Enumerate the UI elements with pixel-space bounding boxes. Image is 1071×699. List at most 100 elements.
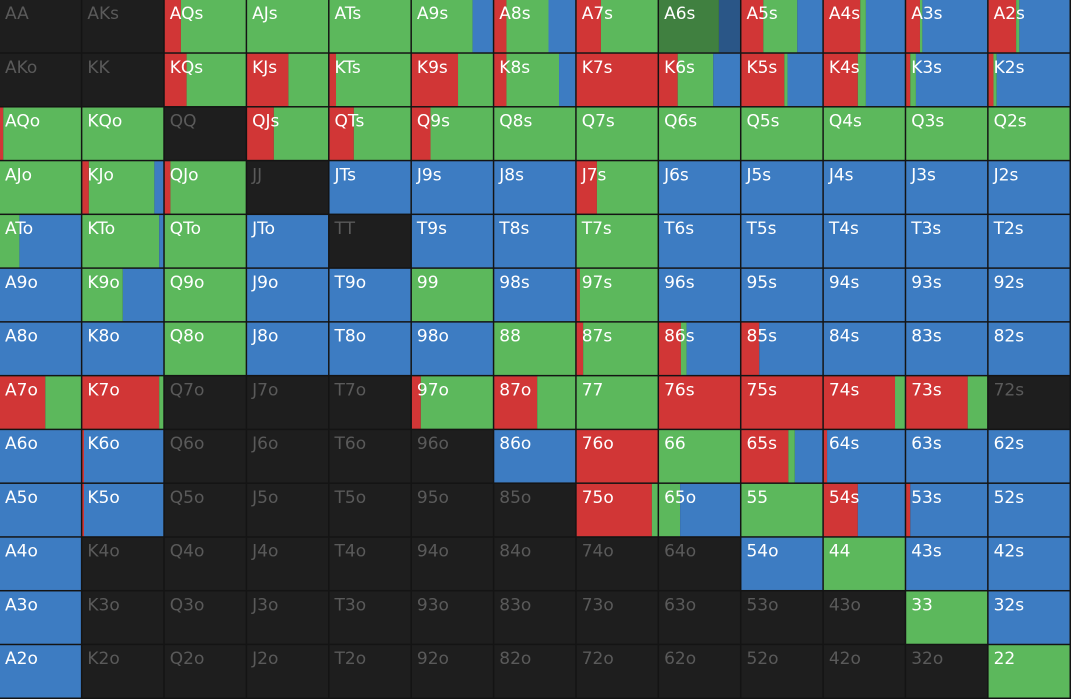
hand-cell[interactable]: Q5s: [741, 107, 823, 160]
hand-cell[interactable]: QTo: [164, 215, 246, 268]
hand-cell[interactable]: 99: [411, 268, 493, 322]
hand-cell[interactable]: A7s: [576, 0, 658, 53]
hand-cell[interactable]: A2o: [0, 645, 81, 698]
hand-cell[interactable]: 87s: [576, 322, 658, 375]
hand-cell[interactable]: KK: [82, 53, 164, 107]
hand-cell[interactable]: J9s: [411, 161, 493, 214]
hand-cell[interactable]: 74o: [576, 537, 658, 590]
hand-cell[interactable]: J3o: [247, 591, 329, 644]
hand-cell[interactable]: 98s: [494, 268, 576, 322]
hand-cell[interactable]: J8s: [494, 161, 576, 214]
hand-cell[interactable]: 82s: [988, 322, 1070, 375]
hand-cell[interactable]: 53s: [906, 483, 988, 537]
hand-cell[interactable]: 94s: [823, 268, 905, 322]
hand-cell[interactable]: T2s: [988, 215, 1070, 268]
hand-cell[interactable]: KTo: [82, 215, 164, 268]
hand-cell[interactable]: 97o: [411, 376, 493, 429]
hand-cell[interactable]: KTs: [329, 53, 411, 107]
hand-cell[interactable]: 62o: [659, 645, 740, 698]
hand-cell[interactable]: AA: [0, 0, 81, 53]
hand-cell[interactable]: 52o: [741, 645, 823, 698]
hand-cell[interactable]: QJs: [247, 107, 329, 160]
hand-cell[interactable]: K9o: [82, 268, 164, 322]
hand-cell[interactable]: K7o: [82, 376, 164, 429]
hand-cell[interactable]: 84o: [494, 537, 576, 590]
hand-cell[interactable]: Q2o: [164, 645, 246, 698]
hand-cell[interactable]: J5o: [247, 483, 329, 537]
hand-cell[interactable]: KJo: [82, 161, 164, 214]
hand-cell[interactable]: 85o: [494, 483, 576, 537]
hand-cell[interactable]: T5s: [741, 215, 823, 268]
hand-cell[interactable]: AJo: [0, 161, 81, 214]
hand-cell[interactable]: 63o: [659, 591, 740, 644]
hand-cell[interactable]: K6o: [82, 430, 164, 483]
hand-cell[interactable]: A5s: [741, 0, 823, 53]
hand-cell[interactable]: KQs: [164, 53, 246, 107]
hand-cell[interactable]: 96o: [411, 430, 493, 483]
hand-cell[interactable]: 55: [741, 483, 823, 537]
hand-cell[interactable]: 32o: [906, 645, 988, 698]
hand-cell[interactable]: K6s: [659, 53, 740, 107]
hand-cell[interactable]: J9o: [247, 268, 329, 322]
hand-cell[interactable]: K7s: [576, 53, 658, 107]
hand-cell[interactable]: A3o: [0, 591, 81, 644]
hand-cell[interactable]: ATo: [0, 215, 81, 268]
hand-cell[interactable]: JTo: [247, 215, 329, 268]
hand-cell[interactable]: 42s: [988, 537, 1070, 590]
hand-cell[interactable]: AQs: [164, 0, 246, 53]
hand-cell[interactable]: K9s: [411, 53, 493, 107]
hand-cell[interactable]: 82o: [494, 645, 576, 698]
hand-cell[interactable]: Q6s: [659, 107, 740, 160]
hand-cell[interactable]: T7o: [329, 376, 411, 429]
hand-cell[interactable]: 83o: [494, 591, 576, 644]
hand-cell[interactable]: 76o: [576, 430, 658, 483]
hand-cell[interactable]: 62s: [988, 430, 1070, 483]
hand-cell[interactable]: QQ: [164, 107, 246, 160]
hand-cell[interactable]: ATs: [329, 0, 411, 53]
hand-cell[interactable]: J8o: [247, 322, 329, 375]
hand-cell[interactable]: J4o: [247, 537, 329, 590]
hand-cell[interactable]: T6o: [329, 430, 411, 483]
hand-cell[interactable]: K4s: [823, 53, 905, 107]
hand-cell[interactable]: QTs: [329, 107, 411, 160]
hand-cell[interactable]: 92s: [988, 268, 1070, 322]
hand-cell[interactable]: 98o: [411, 322, 493, 375]
hand-cell[interactable]: 52s: [988, 483, 1070, 537]
hand-cell[interactable]: J2o: [247, 645, 329, 698]
hand-cell[interactable]: A9s: [411, 0, 493, 53]
hand-cell[interactable]: 75o: [576, 483, 658, 537]
hand-cell[interactable]: 93o: [411, 591, 493, 644]
hand-cell[interactable]: 83s: [906, 322, 988, 375]
hand-cell[interactable]: 42o: [823, 645, 905, 698]
hand-cell[interactable]: Q3s: [906, 107, 988, 160]
hand-cell[interactable]: AKs: [82, 0, 164, 53]
hand-cell[interactable]: 53o: [741, 591, 823, 644]
hand-cell[interactable]: Q4s: [823, 107, 905, 160]
hand-cell[interactable]: K5s: [741, 53, 823, 107]
hand-cell[interactable]: 63s: [906, 430, 988, 483]
hand-cell[interactable]: A9o: [0, 268, 81, 322]
hand-cell[interactable]: T6s: [659, 215, 740, 268]
hand-cell[interactable]: Q2s: [988, 107, 1070, 160]
hand-cell[interactable]: 73s: [906, 376, 988, 429]
hand-cell[interactable]: Q7o: [164, 376, 246, 429]
hand-cell[interactable]: QJo: [164, 161, 246, 214]
hand-cell[interactable]: K3o: [82, 591, 164, 644]
hand-cell[interactable]: T5o: [329, 483, 411, 537]
hand-cell[interactable]: A3s: [906, 0, 988, 53]
hand-cell[interactable]: T8s: [494, 215, 576, 268]
hand-cell[interactable]: TT: [329, 215, 411, 268]
hand-cell[interactable]: 54o: [741, 537, 823, 590]
hand-cell[interactable]: T4s: [823, 215, 905, 268]
hand-cell[interactable]: K8o: [82, 322, 164, 375]
hand-cell[interactable]: 96s: [659, 268, 740, 322]
hand-cell[interactable]: 73o: [576, 591, 658, 644]
hand-cell[interactable]: T2o: [329, 645, 411, 698]
hand-cell[interactable]: 75s: [741, 376, 823, 429]
hand-cell[interactable]: 85s: [741, 322, 823, 375]
hand-cell[interactable]: 94o: [411, 537, 493, 590]
hand-cell[interactable]: T8o: [329, 322, 411, 375]
hand-cell[interactable]: T4o: [329, 537, 411, 590]
hand-cell[interactable]: Q8o: [164, 322, 246, 375]
hand-cell[interactable]: K4o: [82, 537, 164, 590]
